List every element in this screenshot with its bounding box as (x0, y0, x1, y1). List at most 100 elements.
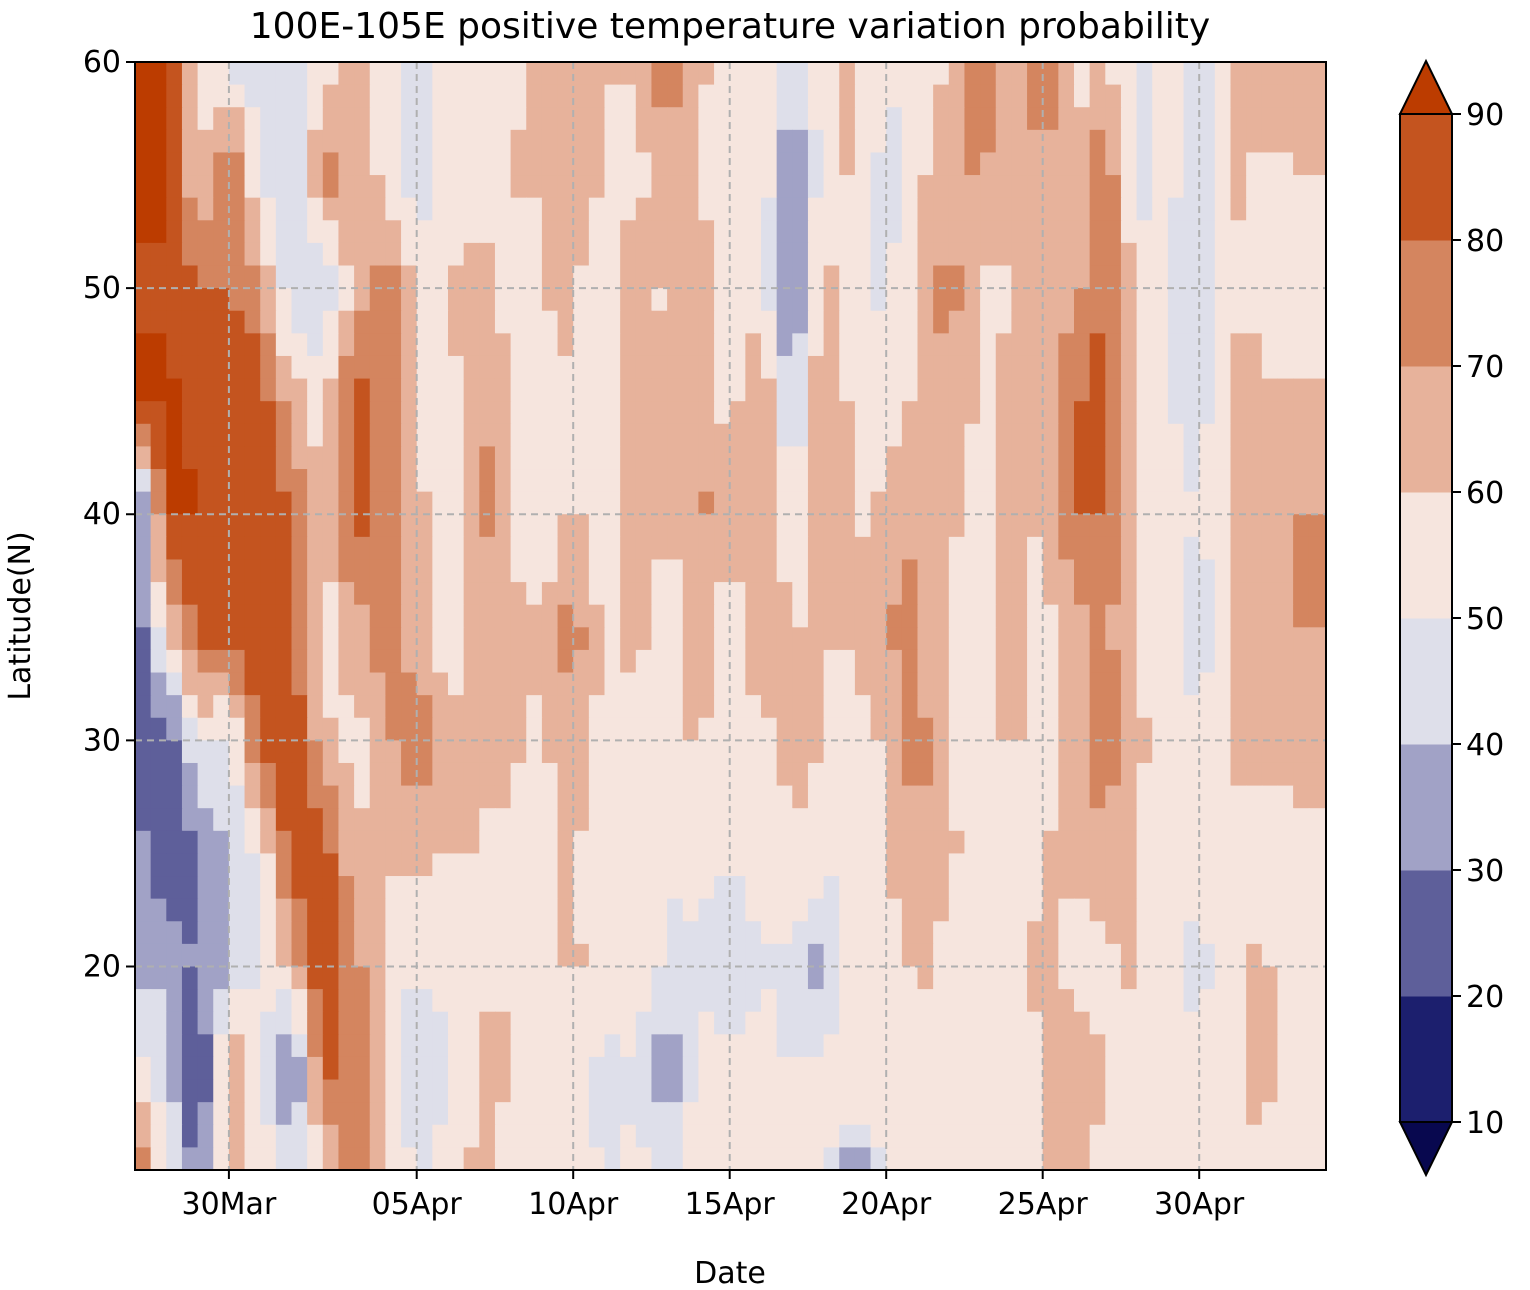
heatmap-cell (1308, 1079, 1325, 1103)
heatmap-cell (1277, 423, 1294, 448)
heatmap-cell (917, 129, 934, 154)
heatmap-cell (729, 1034, 746, 1058)
heatmap-cell (1136, 152, 1153, 176)
heatmap-cell (745, 785, 762, 809)
heatmap-cell (1058, 310, 1075, 334)
heatmap-cell (197, 1034, 214, 1058)
heatmap-cell (181, 717, 199, 741)
heatmap-cell (1027, 378, 1044, 402)
heatmap-cell (401, 740, 418, 764)
heatmap-cell (620, 401, 637, 425)
heatmap-cell (385, 717, 402, 741)
heatmap-cell (1042, 1079, 1059, 1103)
heatmap-cell (244, 1011, 261, 1035)
heatmap-cell (260, 740, 277, 764)
heatmap-cell (588, 1034, 606, 1058)
heatmap-cell (307, 1147, 324, 1171)
heatmap-cell (948, 107, 966, 131)
heatmap-cell (354, 876, 371, 900)
heatmap-cell (854, 989, 872, 1013)
heatmap-cell (1261, 830, 1279, 855)
heatmap-cell (557, 785, 574, 809)
heatmap-cell (995, 1056, 1012, 1081)
heatmap-cell (322, 1147, 340, 1171)
heatmap-cell (541, 423, 559, 448)
heatmap-cell (479, 808, 496, 832)
heatmap-cell (635, 830, 653, 855)
heatmap-cell (761, 717, 778, 741)
heatmap-cell (1152, 1102, 1169, 1126)
heatmap-cell (1027, 627, 1044, 651)
heatmap-cell (557, 717, 574, 741)
heatmap-cell (1152, 491, 1169, 515)
heatmap-cell (557, 378, 574, 402)
heatmap-cell (494, 378, 512, 402)
heatmap-cell (604, 943, 621, 968)
heatmap-cell (1293, 649, 1310, 674)
heatmap-cell (1308, 514, 1325, 538)
heatmap-cell (510, 446, 527, 470)
heatmap-cell (1058, 695, 1075, 719)
heatmap-cell (870, 536, 887, 561)
heatmap-cell (166, 1079, 183, 1103)
heatmap-cell (463, 265, 480, 289)
heatmap-cell (1058, 152, 1075, 176)
heatmap-cell (322, 378, 340, 402)
heatmap-cell (1120, 401, 1138, 425)
heatmap-cell (807, 582, 825, 606)
heatmap-cell (729, 672, 746, 696)
heatmap-cell (620, 808, 637, 832)
heatmap-cell (901, 220, 919, 244)
heatmap-cell (745, 107, 762, 131)
heatmap-cell (729, 423, 746, 448)
heatmap-cell (1011, 446, 1028, 470)
heatmap-cell (494, 717, 512, 741)
heatmap-cell (369, 84, 386, 108)
heatmap-cell (1167, 310, 1185, 334)
heatmap-cell (1042, 604, 1059, 628)
heatmap-cell (307, 491, 324, 515)
heatmap-cell (980, 62, 997, 86)
heatmap-cell (401, 401, 418, 425)
heatmap-cell (839, 175, 856, 199)
heatmap-cell (588, 740, 606, 764)
heatmap-cell (401, 1011, 418, 1035)
heatmap-cell (745, 876, 762, 900)
heatmap-cell (1136, 559, 1153, 583)
heatmap-cell (1167, 401, 1185, 425)
heatmap-cell (729, 401, 746, 425)
heatmap-cell (1152, 333, 1169, 357)
heatmap-cell (995, 129, 1012, 154)
heatmap-cell (385, 853, 402, 877)
heatmap-cell (494, 1079, 512, 1103)
heatmap-cell (479, 197, 496, 221)
heatmap-cell (761, 989, 778, 1013)
heatmap-cell (682, 966, 699, 990)
heatmap-cell (1246, 288, 1263, 312)
heatmap-cell (1261, 536, 1279, 561)
heatmap-cell (776, 491, 793, 515)
heatmap-cell (213, 491, 230, 515)
heatmap-cell (479, 989, 496, 1013)
heatmap-cell (995, 898, 1012, 922)
heatmap-cell (635, 129, 653, 154)
heatmap-cell (1214, 514, 1232, 538)
heatmap-cell (479, 559, 496, 583)
heatmap-cell (635, 62, 653, 86)
heatmap-cell (917, 1147, 934, 1171)
heatmap-cell (244, 1079, 261, 1103)
heatmap-cell (886, 265, 903, 289)
heatmap-cell (573, 966, 590, 990)
heatmap-cell (761, 333, 778, 357)
heatmap-cell (479, 514, 496, 538)
heatmap-cell (448, 672, 465, 696)
heatmap-cell (761, 921, 778, 945)
heatmap-cell (526, 491, 543, 515)
heatmap-cell (416, 717, 433, 741)
heatmap-cell (682, 129, 699, 154)
heatmap-cell (776, 1011, 793, 1035)
heatmap-cell (244, 288, 261, 312)
heatmap-cell (432, 288, 449, 312)
heatmap-cell (432, 649, 449, 674)
heatmap-cell (260, 129, 277, 154)
